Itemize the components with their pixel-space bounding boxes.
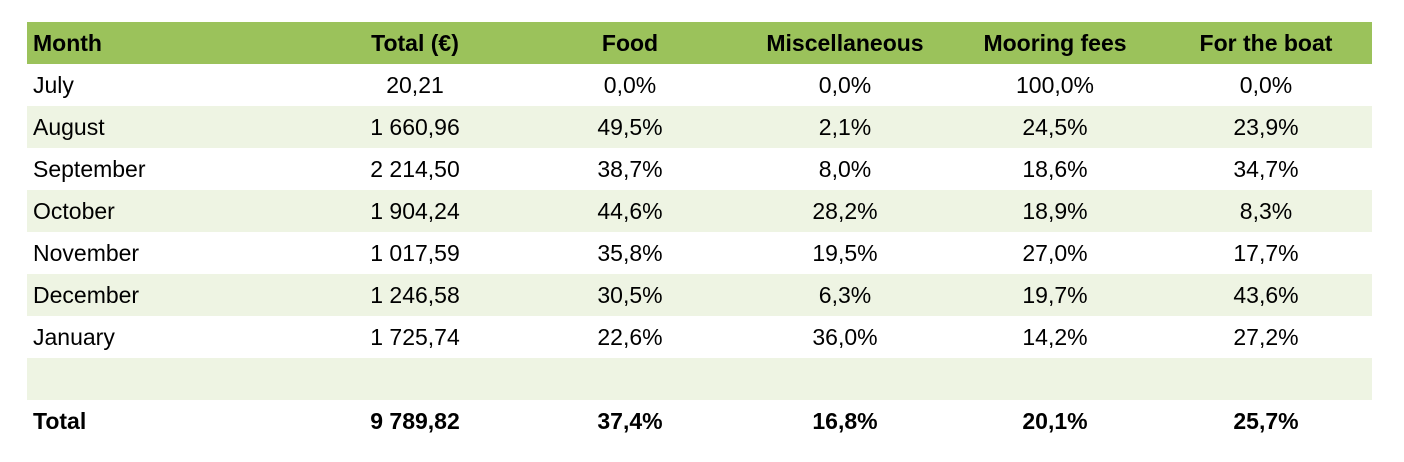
cell: 8,3% (1239, 197, 1293, 224)
cell: For the boat (1199, 29, 1333, 56)
data-row: July 20,21 0,0% 0,0% 100,0% 0,0% (27, 64, 1372, 106)
cell: 16,8% (812, 407, 878, 434)
header-row: Month Total (€) Food Miscellaneous Mooring f… (27, 22, 1372, 64)
cell (950, 358, 1160, 400)
cell: 35,8% (597, 239, 663, 266)
cell: 20,1% (1022, 407, 1088, 434)
cell (520, 358, 740, 400)
data-row: January 1 725,74 22,6% 36,0% 14,2% 27,2% (27, 316, 1372, 358)
data-row: December 1 246,58 30,5% 6,3% 19,7% 43,6% (27, 274, 1372, 316)
cell: 27,2% (1233, 323, 1299, 350)
cell (1160, 358, 1372, 400)
cell: July (33, 71, 74, 98)
cell (310, 358, 520, 400)
cell: 6,3% (818, 281, 872, 308)
cell: 1 660,96 (370, 113, 460, 140)
table-body: Month Total (€) Food Miscellaneous Mooring f… (27, 22, 1372, 442)
cell: September (33, 155, 146, 182)
cell: 0,0% (603, 71, 657, 98)
cell: 23,9% (1233, 113, 1299, 140)
data-table: Month Total (€) Food Miscellaneous Mooring f… (27, 22, 1372, 442)
cell: 19,5% (812, 239, 878, 266)
cell: 14,2% (1022, 323, 1088, 350)
cell: 43,6% (1233, 281, 1299, 308)
cell: December (33, 281, 140, 308)
data-row: September 2 214,50 38,7% 8,0% 18,6% 34,7% (27, 148, 1372, 190)
cell: 1 017,59 (370, 239, 460, 266)
cell: Food (601, 29, 659, 56)
cell: 2 214,50 (370, 155, 460, 182)
cell: 30,5% (597, 281, 663, 308)
cell: 28,2% (812, 197, 878, 224)
cell: 18,6% (1022, 155, 1088, 182)
cell: 44,6% (597, 197, 663, 224)
cell (740, 358, 950, 400)
cell: 1 904,24 (370, 197, 460, 224)
cell: 34,7% (1233, 155, 1299, 182)
cell: 22,6% (597, 323, 663, 350)
cell: 100,0% (1015, 71, 1094, 98)
cell: Total (€) (371, 29, 459, 56)
data-row: October 1 904,24 44,6% 28,2% 18,9% 8,3% (27, 190, 1372, 232)
cell: January (33, 323, 115, 350)
data-row: November 1 017,59 35,8% 19,5% 27,0% 17,7% (27, 232, 1372, 274)
cell: 49,5% (597, 113, 663, 140)
cell: 18,9% (1022, 197, 1088, 224)
cell: Total (33, 407, 87, 434)
data-row: August 1 660,96 49,5% 2,1% 24,5% 23,9% (27, 106, 1372, 148)
cell: 1 725,74 (370, 323, 460, 350)
cell: 0,0% (818, 71, 872, 98)
cell: November (33, 239, 140, 266)
cell: Miscellaneous (766, 29, 924, 56)
cell: 36,0% (812, 323, 878, 350)
cell: 20,21 (386, 71, 444, 98)
cell: 1 246,58 (370, 281, 460, 308)
cell: 37,4% (597, 407, 663, 434)
cell: 38,7% (597, 155, 663, 182)
cell: August (33, 113, 105, 140)
cell: October (33, 197, 115, 224)
cell: 2,1% (818, 113, 872, 140)
cell: 0,0% (1239, 71, 1293, 98)
cell: Mooring fees (983, 29, 1127, 56)
cell (27, 358, 310, 400)
cell: 24,5% (1022, 113, 1088, 140)
cell: 9 789,82 (370, 407, 460, 434)
cell: 17,7% (1233, 239, 1299, 266)
cell: Month (33, 29, 102, 56)
cell: 8,0% (818, 155, 872, 182)
spacer-row (27, 358, 1372, 400)
cell: 19,7% (1022, 281, 1088, 308)
cell: 27,0% (1022, 239, 1088, 266)
cell: 25,7% (1233, 407, 1299, 434)
total-row: Total 9 789,82 37,4% 16,8% 20,1% 25,7% (27, 400, 1372, 442)
